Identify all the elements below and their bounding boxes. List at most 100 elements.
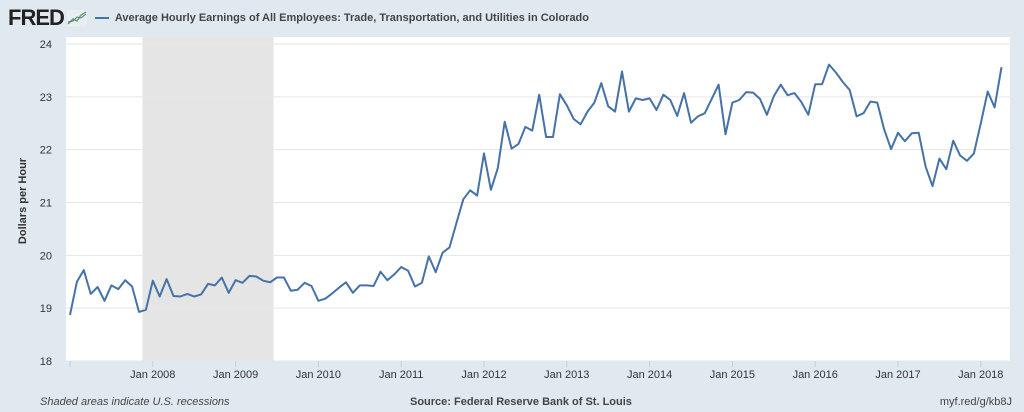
data-point: [392, 272, 397, 277]
data-point: [482, 151, 487, 156]
data-point: [971, 151, 976, 156]
y-tick-label: 18: [40, 356, 52, 368]
data-point: [247, 273, 252, 278]
data-point: [944, 167, 949, 172]
y-tick-label: 20: [40, 250, 52, 262]
short-link[interactable]: myf.red/g/kb8J: [939, 396, 1012, 408]
data-point: [240, 280, 245, 285]
data-point: [613, 109, 618, 114]
data-point: [288, 288, 293, 293]
data-point: [74, 279, 79, 284]
data-point: [675, 113, 680, 118]
data-point: [592, 100, 597, 105]
data-point: [868, 99, 873, 104]
data-point: [419, 280, 424, 285]
data-point: [695, 114, 700, 119]
data-point: [413, 284, 418, 289]
x-tick-label: Jan 2013: [544, 369, 589, 381]
chart-title: Average Hourly Earnings of All Employees…: [114, 12, 589, 24]
data-point: [461, 197, 466, 202]
data-point: [254, 274, 259, 279]
data-point: [985, 89, 990, 94]
data-point: [840, 80, 845, 85]
data-point: [81, 268, 86, 273]
data-point: [544, 134, 549, 139]
data-point: [281, 275, 286, 280]
data-point: [626, 109, 631, 114]
x-tick-label: Jan 2012: [461, 369, 506, 381]
data-point: [157, 294, 162, 299]
data-point: [827, 62, 832, 67]
data-point: [785, 93, 790, 98]
data-point: [137, 309, 142, 314]
data-point: [275, 275, 280, 280]
data-point: [896, 130, 901, 135]
data-point: [295, 287, 300, 292]
data-point: [323, 296, 328, 301]
data-point: [509, 146, 514, 151]
data-point: [116, 287, 121, 292]
data-point: [937, 156, 942, 161]
data-point: [682, 91, 687, 96]
data-point: [95, 285, 100, 290]
data-point: [654, 108, 659, 113]
data-point: [709, 96, 714, 101]
x-tick-label: Jan 2009: [213, 369, 258, 381]
data-point: [551, 134, 556, 139]
y-tick-label: 24: [40, 39, 52, 51]
data-point: [130, 284, 135, 289]
chart-header: FRED Average Hourly Earnings of All Empl…: [8, 5, 589, 31]
x-tick-label: Jan 2014: [627, 369, 672, 381]
source-text: Source: Federal Reserve Bank of St. Loui…: [410, 396, 632, 408]
data-point: [833, 70, 838, 75]
data-point: [440, 250, 445, 255]
data-point: [385, 278, 390, 283]
x-tick-label: Jan 2011: [379, 369, 423, 381]
data-point: [923, 164, 928, 169]
data-point: [999, 65, 1004, 70]
data-point: [716, 82, 721, 87]
data-point: [371, 283, 376, 288]
data-point: [792, 91, 797, 96]
data-point: [206, 281, 211, 286]
data-point: [378, 269, 383, 274]
data-point: [689, 120, 694, 125]
data-point: [171, 294, 176, 299]
data-point: [647, 96, 652, 101]
y-tick-label: 19: [40, 303, 52, 315]
x-tick-label: Jan 2010: [296, 369, 341, 381]
data-point: [192, 294, 197, 299]
legend-line-swatch: [94, 17, 109, 19]
x-tick-label: Jan 2017: [875, 369, 920, 381]
data-point: [399, 264, 404, 269]
data-point: [212, 283, 217, 288]
data-point: [447, 245, 452, 250]
data-point: [661, 92, 666, 97]
data-point: [978, 121, 983, 126]
series-line: [69, 63, 1003, 316]
data-point: [606, 104, 611, 109]
data-point: [150, 278, 155, 283]
data-point: [261, 278, 266, 283]
y-axis-label: Dollars per Hour: [17, 157, 29, 245]
data-point: [916, 130, 921, 135]
data-point: [330, 291, 335, 296]
data-point: [702, 111, 707, 116]
data-point: [68, 313, 73, 318]
data-point: [571, 117, 576, 122]
data-point: [585, 109, 590, 114]
data-point: [316, 298, 321, 303]
y-tick-label: 22: [40, 145, 52, 157]
data-point: [744, 90, 749, 95]
data-point: [640, 98, 645, 103]
data-point: [882, 127, 887, 132]
data-point: [909, 131, 914, 136]
fred-logo[interactable]: FRED: [8, 5, 65, 30]
data-point: [557, 92, 562, 97]
data-point: [723, 132, 728, 137]
data-point: [771, 94, 776, 99]
data-point: [233, 278, 238, 283]
data-point: [357, 283, 362, 288]
data-point: [337, 285, 342, 290]
